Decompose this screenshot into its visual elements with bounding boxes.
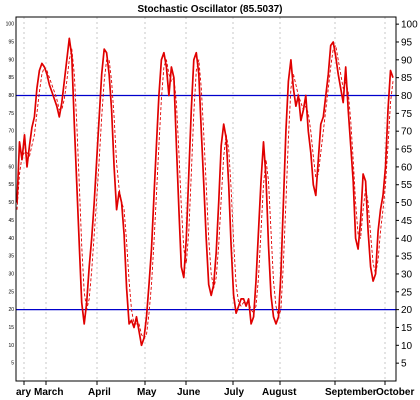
y-axis-left: 5 10 15 20 25 30 35 40 45 50 55 60 65 70 75 80 85 90 95 100 — [6, 22, 15, 367]
y-tick-label-left: 25 — [8, 289, 14, 295]
x-axis: ary March April May June July August September O… — [16, 381, 414, 398]
y-tick-label-left: 35 — [8, 254, 14, 260]
reference-lines — [16, 94, 396, 311]
y-tick-label-left: 30 — [8, 271, 14, 277]
y-tick-label-left: 90 — [8, 57, 14, 63]
y-tick-label-right: 80 — [401, 91, 413, 102]
x-tick-label: ary — [16, 387, 31, 398]
x-tick-label: August — [262, 387, 297, 398]
y-tick-label-left: 50 — [8, 200, 14, 206]
y-tick-label-right: 15 — [401, 323, 413, 334]
y-tick-label-right: 45 — [401, 216, 413, 227]
x-tick-label: September — [325, 387, 377, 398]
y-tick-label-left: 95 — [8, 39, 14, 45]
y-tick-label-right: 55 — [401, 180, 413, 191]
y-tick-label-left: 100 — [6, 22, 15, 28]
y-tick-label-right: 90 — [401, 55, 413, 66]
x-tick-label: June — [177, 387, 201, 398]
y-tick-label-right: 25 — [401, 287, 413, 298]
y-tick-label-right: 5 — [401, 359, 407, 370]
y-tick-label-left: 15 — [8, 325, 14, 331]
y-tick-label-right: 40 — [401, 234, 413, 245]
y-tick-label-left: 5 — [11, 361, 14, 367]
y-tick-label-left: 45 — [8, 218, 14, 224]
y-tick-label-right: 95 — [401, 37, 413, 48]
y-tick-label-right: 30 — [401, 269, 413, 280]
y-tick-label-right: 75 — [401, 109, 413, 120]
y-tick-label-left: 80 — [8, 93, 14, 99]
y-tick-label-right: 50 — [401, 198, 413, 209]
y-tick-label-right: 20 — [401, 305, 413, 316]
y-axis-right: 5 10 15 20 25 30 35 40 45 50 55 60 65 70 75 80 85 90 95 100 — [396, 20, 418, 370]
series-line-d — [16, 45, 394, 339]
y-tick-label-right: 60 — [401, 162, 413, 173]
x-tick-label: March — [34, 387, 63, 398]
y-tick-label-left: 70 — [8, 129, 14, 135]
x-tick-label: July — [224, 387, 244, 398]
y-tick-label-right: 65 — [401, 145, 413, 156]
y-tick-label-right: 70 — [401, 127, 413, 138]
y-tick-label-left: 20 — [8, 307, 14, 313]
plot-frame — [15, 16, 397, 382]
x-tick-label: October — [376, 387, 414, 398]
y-tick-label-left: 40 — [8, 236, 14, 242]
y-tick-label-right: 100 — [401, 20, 418, 31]
y-tick-label-right: 35 — [401, 252, 413, 263]
y-tick-label-left: 10 — [8, 343, 14, 349]
series-line-k — [16, 37, 394, 347]
grid-lines — [23, 17, 386, 381]
series-group — [16, 37, 394, 347]
x-tick-label: April — [88, 387, 111, 398]
y-tick-label-left: 85 — [8, 75, 14, 81]
y-tick-label-right: 85 — [401, 73, 413, 84]
y-tick-label-left: 55 — [8, 182, 14, 188]
y-tick-label-right: 10 — [401, 341, 413, 352]
y-tick-label-left: 75 — [8, 111, 14, 117]
x-tick-label: May — [137, 387, 157, 398]
chart-title: Stochastic Oscillator (85.5037) — [137, 4, 282, 15]
y-tick-label-left: 65 — [8, 147, 14, 153]
y-tick-label-left: 60 — [8, 164, 14, 170]
